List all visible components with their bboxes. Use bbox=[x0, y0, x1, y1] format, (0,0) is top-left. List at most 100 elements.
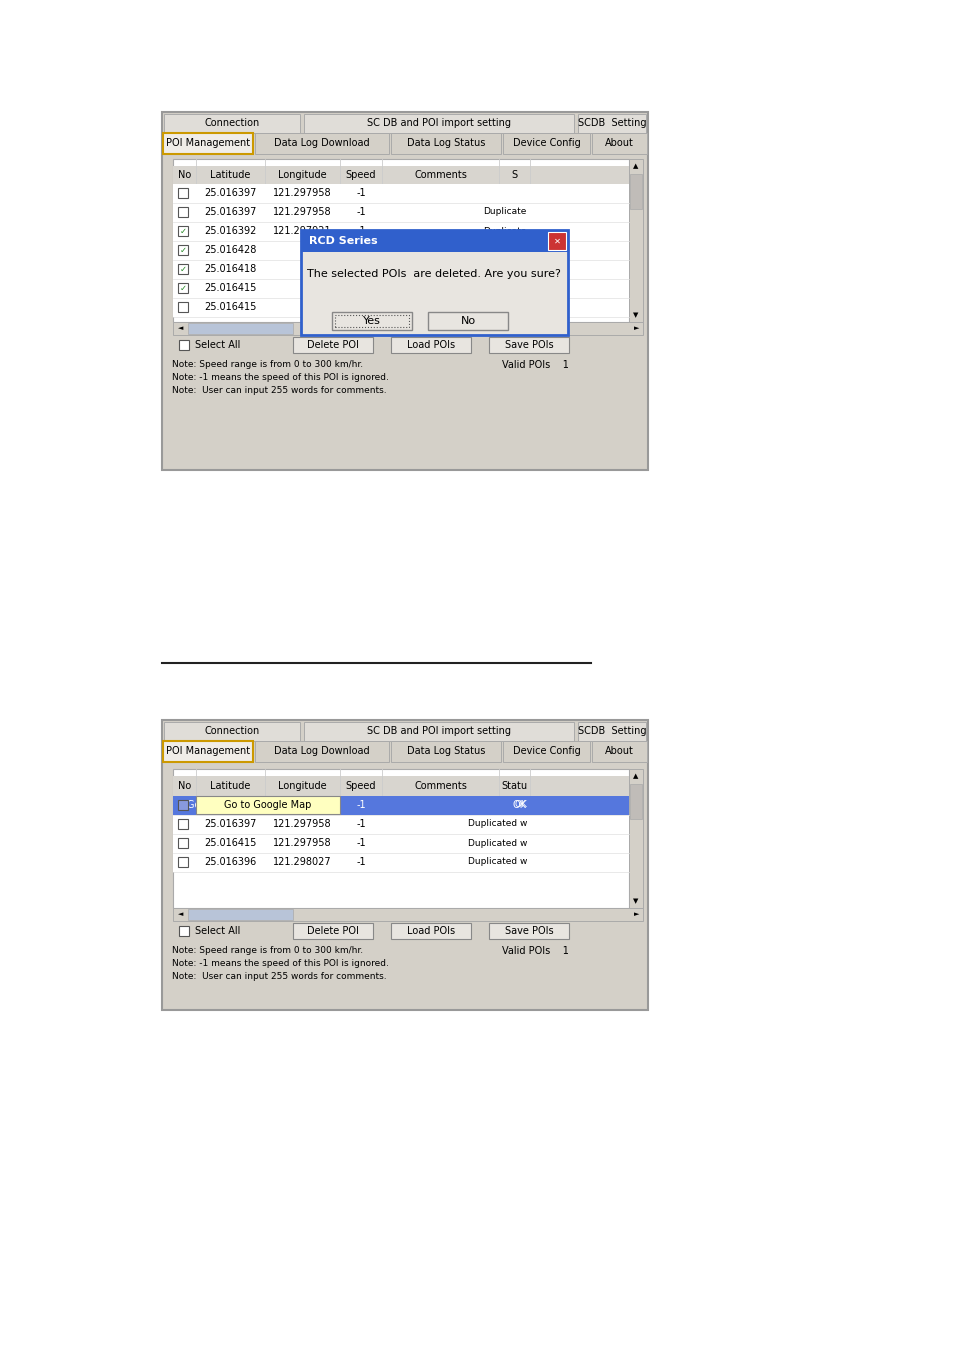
Bar bbox=[178, 188, 188, 198]
Text: Valid POIs    1: Valid POIs 1 bbox=[501, 946, 568, 956]
Bar bbox=[172, 242, 628, 261]
Text: Duplicate: Duplicate bbox=[483, 208, 526, 216]
Text: Load POIs: Load POIs bbox=[407, 926, 455, 936]
Text: -1: -1 bbox=[355, 857, 365, 867]
Bar bbox=[179, 926, 189, 936]
Text: 25.016396: 25.016396 bbox=[204, 857, 256, 867]
Bar bbox=[293, 923, 373, 940]
Bar bbox=[304, 722, 574, 741]
Bar bbox=[592, 741, 646, 761]
Text: 121.298027: 121.298027 bbox=[273, 857, 332, 867]
Bar bbox=[172, 834, 628, 853]
Bar bbox=[179, 340, 189, 350]
Bar bbox=[578, 722, 645, 741]
Text: 121.297958: 121.297958 bbox=[273, 207, 332, 217]
Text: 121.297958: 121.297958 bbox=[273, 838, 332, 848]
Text: 6: 6 bbox=[181, 284, 188, 293]
Text: Comments: Comments bbox=[414, 782, 466, 791]
Text: SCDB  Setting: SCDB Setting bbox=[578, 117, 645, 128]
Text: Duplicate: Duplicate bbox=[483, 265, 526, 274]
Text: Longitude: Longitude bbox=[278, 782, 327, 791]
Bar bbox=[172, 776, 628, 796]
Text: 25.016415: 25.016415 bbox=[204, 302, 256, 312]
Text: ▼: ▼ bbox=[633, 898, 638, 904]
Bar bbox=[332, 312, 412, 329]
Text: 25.016428: 25.016428 bbox=[204, 244, 256, 255]
Bar bbox=[164, 722, 299, 741]
Bar bbox=[592, 134, 646, 154]
Text: ✓: ✓ bbox=[179, 227, 186, 235]
Text: ✓: ✓ bbox=[179, 246, 186, 255]
Bar bbox=[178, 801, 188, 810]
Text: Speed: Speed bbox=[345, 170, 375, 180]
Text: Select All: Select All bbox=[194, 340, 240, 350]
Text: 2: 2 bbox=[181, 207, 188, 217]
Text: No: No bbox=[460, 316, 475, 325]
Text: Yes: Yes bbox=[363, 316, 380, 325]
Bar bbox=[178, 302, 188, 312]
Text: 58: 58 bbox=[296, 801, 309, 810]
Text: Latitude: Latitude bbox=[210, 170, 251, 180]
Text: 121.297958: 121.297958 bbox=[273, 819, 332, 829]
Text: RCD Series: RCD Series bbox=[309, 236, 377, 246]
Bar bbox=[629, 784, 641, 819]
Bar bbox=[172, 323, 642, 335]
Text: Delete POI: Delete POI bbox=[307, 340, 358, 350]
Text: SC DB and POI import setting: SC DB and POI import setting bbox=[367, 726, 511, 736]
Bar bbox=[489, 338, 568, 352]
Bar bbox=[172, 769, 628, 909]
Bar bbox=[628, 769, 642, 909]
Text: 25.016397: 25.016397 bbox=[204, 207, 256, 217]
Text: 25.016397: 25.016397 bbox=[204, 819, 256, 829]
Text: Connection: Connection bbox=[204, 117, 259, 128]
Bar bbox=[172, 909, 642, 921]
Text: Duplica...: Duplica... bbox=[484, 302, 526, 312]
Bar bbox=[172, 261, 628, 279]
Text: 4: 4 bbox=[181, 857, 188, 867]
Text: Save POIs: Save POIs bbox=[504, 340, 553, 350]
Text: No: No bbox=[177, 782, 191, 791]
Text: 7: 7 bbox=[181, 302, 188, 312]
Text: About: About bbox=[604, 139, 634, 148]
Text: POI Management: POI Management bbox=[166, 747, 250, 756]
Text: Save POIs: Save POIs bbox=[504, 926, 553, 936]
Bar bbox=[172, 853, 628, 872]
Text: Data Log Download: Data Log Download bbox=[274, 747, 370, 756]
Bar bbox=[428, 312, 507, 329]
Bar bbox=[162, 720, 647, 1010]
Text: 3: 3 bbox=[181, 225, 188, 236]
Bar bbox=[172, 221, 628, 242]
Text: 121.297958: 121.297958 bbox=[273, 188, 332, 198]
Text: No: No bbox=[177, 170, 191, 180]
Text: Select All: Select All bbox=[194, 926, 240, 936]
Text: 121.297921: 121.297921 bbox=[273, 225, 332, 236]
Bar bbox=[301, 230, 567, 252]
Bar bbox=[391, 923, 471, 940]
Bar bbox=[188, 323, 293, 333]
Bar bbox=[188, 909, 293, 919]
Bar bbox=[172, 184, 628, 202]
Text: ▼: ▼ bbox=[633, 312, 638, 319]
Text: POI Management: POI Management bbox=[166, 139, 250, 148]
Text: Duplicate: Duplicate bbox=[483, 227, 526, 235]
Bar bbox=[628, 159, 642, 323]
Text: OK: OK bbox=[514, 801, 526, 810]
Text: Device Config: Device Config bbox=[512, 139, 579, 148]
Text: -1: -1 bbox=[355, 819, 365, 829]
Text: -1: -1 bbox=[355, 207, 365, 217]
Text: 1: 1 bbox=[181, 801, 188, 810]
Text: Latitude: Latitude bbox=[210, 782, 251, 791]
Text: 25.016415: 25.016415 bbox=[204, 284, 256, 293]
Text: Note: -1 means the speed of this POI is ignored.: Note: -1 means the speed of this POI is … bbox=[172, 958, 389, 968]
Text: ◄: ◄ bbox=[178, 911, 184, 917]
Bar bbox=[489, 923, 568, 940]
Text: SCDB  Setting: SCDB Setting bbox=[578, 726, 645, 736]
Text: ►: ► bbox=[634, 911, 639, 917]
Text: 25.016397: 25.016397 bbox=[204, 188, 256, 198]
Bar bbox=[172, 159, 628, 323]
Bar bbox=[163, 741, 253, 761]
Bar bbox=[172, 298, 628, 317]
Bar bbox=[172, 815, 628, 834]
Text: 1: 1 bbox=[181, 188, 188, 198]
Text: Device Config: Device Config bbox=[512, 747, 579, 756]
